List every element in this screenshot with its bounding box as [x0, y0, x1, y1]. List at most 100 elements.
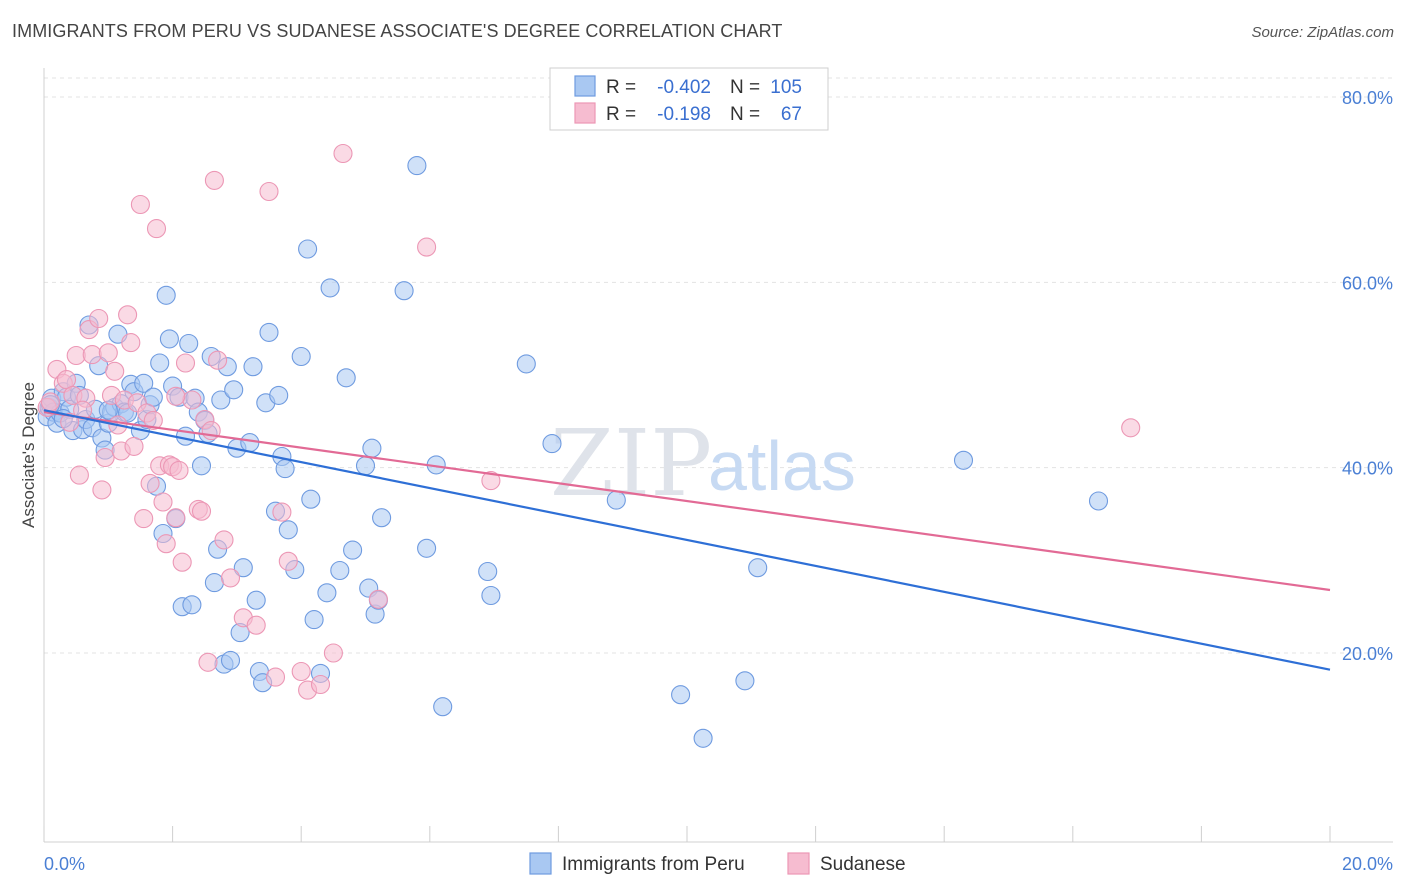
stats-n-label-peru: N =: [730, 77, 760, 98]
sudanese-point: [95, 447, 115, 468]
sudanese-trend-line: [43, 410, 1331, 592]
sudanese-point: [134, 509, 154, 529]
stats-n-value-peru: 105: [770, 77, 802, 98]
sudanese-point: [169, 460, 189, 480]
peru-point: [134, 373, 154, 393]
sudanese-point: [172, 552, 192, 572]
peru-point: [336, 368, 356, 388]
x-ticks: [43, 826, 1331, 842]
bottom-legend-label-sudanese: Sudanese: [820, 854, 906, 875]
peru-point: [259, 322, 279, 342]
peru-point: [182, 595, 202, 615]
y-axis-title: Associate's Degree: [19, 382, 38, 528]
sudanese-point: [191, 501, 212, 521]
peru-point: [220, 650, 241, 670]
peru-point: [224, 380, 244, 400]
peru-point: [433, 697, 453, 717]
axes: [43, 68, 1393, 843]
sudanese-point: [323, 643, 343, 663]
sudanese-point: [98, 343, 118, 363]
peru-point: [243, 357, 263, 377]
bottom-legend-label-peru: Immigrants from Peru: [562, 854, 745, 875]
sudanese-point: [166, 386, 186, 406]
peru-point: [317, 583, 337, 603]
sudanese-point: [73, 400, 93, 420]
peru-point: [693, 728, 713, 748]
peru-point: [478, 561, 498, 582]
peru-point: [301, 489, 321, 509]
peru-point: [211, 390, 231, 410]
sudanese-point: [481, 471, 501, 491]
sudanese-point: [146, 219, 167, 239]
peru-point: [355, 456, 376, 476]
peru-point: [748, 558, 768, 578]
peru-point: [481, 585, 501, 606]
watermark-zip: ZIP: [550, 410, 712, 517]
trend-lines: [43, 409, 1331, 671]
watermark-atlas: atlas: [708, 427, 856, 505]
peru-point: [233, 558, 253, 578]
peru-point: [953, 450, 974, 470]
peru-point: [417, 538, 437, 558]
stats-legend-swatch-sudanese: [574, 102, 596, 124]
sudanese-point: [66, 345, 86, 366]
y-tick-label-60: 60.0%: [1342, 273, 1393, 293]
peru-point: [516, 354, 536, 374]
sudanese-point: [118, 305, 138, 325]
sudanese-point: [198, 652, 218, 672]
stats-legend-swatch-peru: [574, 75, 596, 97]
peru-point: [275, 459, 295, 479]
peru-point: [343, 540, 363, 560]
peru-point: [204, 573, 224, 593]
peru-point: [159, 329, 179, 349]
sudanese-point: [265, 667, 286, 687]
stats-r-label-peru: R =: [606, 77, 636, 98]
peru-point: [362, 438, 382, 458]
sudanese-point: [220, 568, 241, 588]
watermark: ZIP atlas: [550, 410, 856, 517]
peru-point: [542, 434, 562, 454]
peru-point: [191, 456, 212, 476]
stats-legend: R = -0.402 N = 105 R = -0.198 N = 67: [549, 67, 829, 131]
sudanese-point: [310, 674, 331, 695]
sudanese-point: [291, 661, 311, 682]
sudanese-point: [214, 530, 234, 550]
peru-point: [1088, 491, 1109, 511]
bottom-legend: Immigrants from Peru Sudanese: [529, 852, 906, 875]
sudanese-point: [368, 589, 388, 609]
y-tick-label-80: 80.0%: [1342, 88, 1393, 108]
stats-n-label-sudanese: N =: [730, 104, 760, 125]
peru-point: [240, 433, 260, 453]
sudanese-point: [82, 345, 102, 365]
bottom-legend-swatch-peru: [529, 852, 552, 875]
sudanese-point: [182, 390, 202, 410]
stats-r-label-sudanese: R =: [606, 104, 636, 125]
peru-trend-line: [43, 409, 1331, 671]
sudanese-point: [246, 615, 266, 635]
peru-point: [278, 520, 298, 540]
sudanese-point: [156, 534, 176, 554]
sudanese-point: [40, 392, 60, 412]
peru-point: [394, 281, 414, 301]
peru-point: [407, 156, 427, 176]
peru-point: [269, 385, 289, 405]
sudanese-point: [60, 412, 80, 432]
peru-point: [671, 685, 691, 705]
sudanese-point: [204, 170, 224, 190]
sudanese-point: [121, 333, 141, 353]
x-tick-label-max: 20.0%: [1342, 854, 1393, 874]
sudanese-point: [333, 143, 353, 164]
sudanese-point: [417, 237, 437, 257]
stats-legend-box: [549, 67, 829, 131]
sudanese-point: [105, 361, 125, 381]
sudanese-point: [69, 465, 89, 485]
y-tick-label-40: 40.0%: [1342, 459, 1393, 479]
peru-point: [150, 353, 170, 373]
chart-title: IMMIGRANTS FROM PERU VS SUDANESE ASSOCIA…: [12, 21, 783, 41]
peru-point: [156, 285, 176, 305]
source-credit: Source: ZipAtlas.com: [1251, 24, 1394, 41]
peru-point: [304, 610, 324, 630]
sudanese-point: [153, 492, 173, 512]
sudanese-point: [1121, 418, 1141, 438]
